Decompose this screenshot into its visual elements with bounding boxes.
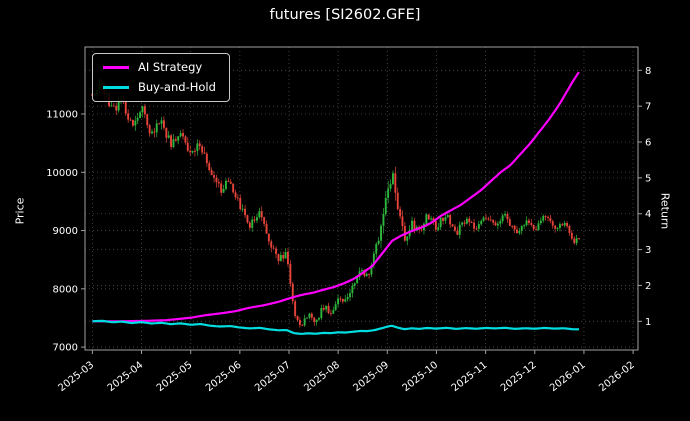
x-tick-label: 2025-05	[155, 360, 195, 394]
right-axis-label: Return	[658, 192, 672, 229]
buy-and-hold-line-swatch	[103, 85, 129, 89]
tick-labels: 7000 8000 9000 10000 11000 1 2 3 4 5 6 7 8 2025-03 202…	[46, 66, 651, 394]
legend-label-ai-strategy: AI Strategy	[138, 60, 203, 74]
price-tick-label: 9000	[53, 226, 78, 237]
return-tick-label: 7	[645, 102, 651, 113]
x-tick-label: 2025-06	[204, 360, 244, 394]
left-axis-label: Price	[13, 197, 27, 224]
chart-title: futures [SI2602.GFE]	[269, 7, 421, 23]
legend: AI Strategy Buy-and-Hold	[92, 53, 230, 102]
legend-item-ai-strategy: AI Strategy	[103, 60, 216, 74]
x-tick-label: 2025-10	[401, 360, 441, 394]
axis-ticks	[81, 69, 642, 354]
price-tick-label: 10000	[46, 168, 78, 179]
x-tick-label: 2025-03	[57, 360, 97, 394]
candles-layer	[91, 78, 580, 328]
legend-item-buy-and-hold: Buy-and-Hold	[103, 79, 216, 94]
return-tick-label: 8	[645, 66, 651, 77]
x-tick-label: 2026-01	[548, 360, 588, 394]
return-tick-label: 3	[645, 245, 651, 256]
return-tick-label: 2	[645, 281, 651, 292]
x-tick-label: 2025-11	[450, 360, 490, 394]
x-tick-label: 2025-09	[351, 360, 391, 394]
return-tick-label: 1	[645, 317, 651, 328]
price-tick-label: 8000	[53, 284, 78, 295]
x-tick-label: 2026-02	[597, 360, 637, 394]
x-tick-label: 2025-12	[499, 360, 539, 394]
x-tick-label: 2025-07	[253, 360, 293, 394]
legend-label-buy-and-hold: Buy-and-Hold	[138, 79, 216, 94]
x-tick-label: 2025-08	[302, 360, 342, 394]
return-tick-label: 5	[645, 173, 651, 184]
ai-strategy-line	[92, 71, 580, 323]
x-tick-label: 2025-04	[106, 360, 146, 394]
return-tick-label: 4	[645, 209, 651, 220]
price-tick-label: 11000	[46, 110, 78, 121]
return-tick-label: 6	[645, 138, 651, 149]
buy-and-hold-line	[92, 319, 580, 335]
price-tick-label: 7000	[53, 343, 78, 354]
plot-border	[84, 46, 639, 351]
ai-strategy-line-swatch	[103, 66, 129, 70]
